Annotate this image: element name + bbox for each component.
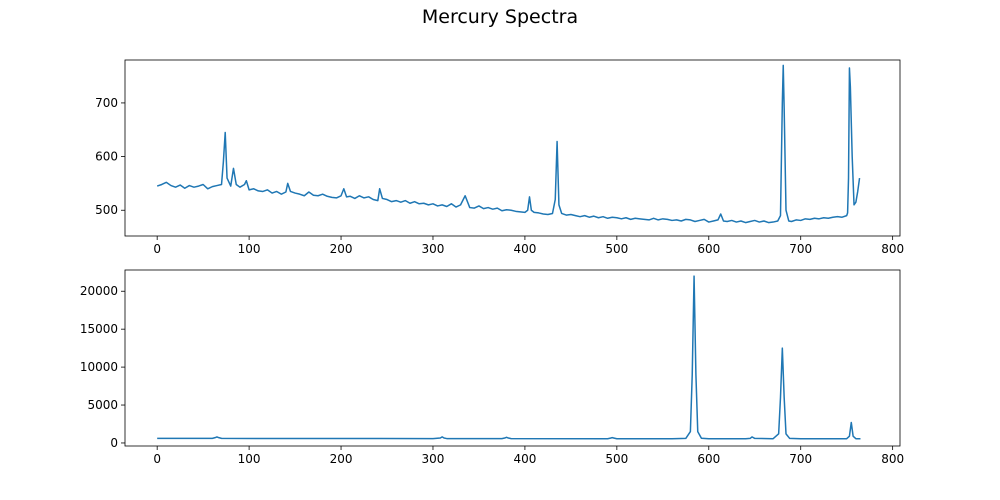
axes-frame-1 (124, 59, 901, 237)
series-line-2-1 (157, 275, 861, 440)
x-tick-label: 400 (513, 452, 536, 466)
figure-title: Mercury Spectra (421, 6, 579, 28)
y-tick-label: 500 (95, 203, 118, 217)
x-tick-label: 600 (697, 242, 720, 256)
x-tick-label: 0 (153, 242, 161, 256)
y-tick-label: 15000 (80, 322, 118, 336)
x-tick-label: 200 (330, 452, 353, 466)
x-tick-label: 100 (238, 452, 261, 466)
y-tick-label: 10000 (80, 360, 118, 374)
axes-frame-2 (124, 269, 901, 447)
y-tick-label: 700 (95, 96, 118, 110)
x-tick-label: 800 (881, 242, 904, 256)
y-tick-label: 20000 (80, 284, 118, 298)
axes-2: 0 100 200 300 400 500 600 700 800 0 5000 10000 15000… (80, 269, 904, 466)
x-tick-label: 300 (422, 242, 445, 256)
x-tick-label: 700 (789, 452, 812, 466)
series-line-1-1 (156, 64, 861, 224)
x-tick-label: 800 (881, 452, 904, 466)
x-tick-label: 500 (605, 242, 628, 256)
x-tick-label: 700 (789, 242, 812, 256)
y-tick-label: 0 (110, 436, 118, 450)
y-tick-label: 600 (95, 150, 118, 164)
x-tick-label: 300 (422, 452, 445, 466)
axes-1: 0 100 200 300 400 500 600 700 800 500 600 700 (95, 59, 904, 256)
x-tick-label: 100 (238, 242, 261, 256)
x-tick-label: 0 (153, 452, 161, 466)
y-tick-label: 5000 (87, 398, 118, 412)
x-tick-label: 200 (330, 242, 353, 256)
x-tick-label: 400 (513, 242, 536, 256)
x-tick-label: 600 (697, 452, 720, 466)
x-tick-label: 500 (605, 452, 628, 466)
